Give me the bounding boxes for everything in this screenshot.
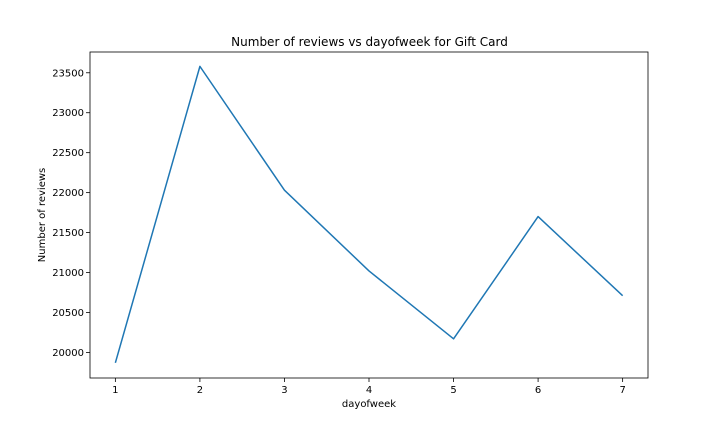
x-tick-label: 1	[112, 385, 118, 396]
chart-title: Number of reviews vs dayofweek for Gift …	[231, 35, 508, 49]
x-tick-label: 3	[281, 385, 287, 396]
x-tick-label: 7	[619, 385, 625, 396]
plot-area	[89, 51, 649, 379]
y-axis: 20000 20500 21000 21500 22000 22500 23000 23500	[52, 68, 90, 359]
y-tick-label: 22000	[52, 188, 84, 199]
y-tick-label: 22500	[52, 148, 84, 159]
y-tick-label: 23000	[52, 108, 84, 119]
y-tick-label: 20500	[52, 308, 84, 319]
x-axis: 1 2 3 4 5 6 7	[112, 378, 626, 396]
y-axis-label: Number of reviews	[37, 168, 48, 262]
series-line	[114, 65, 624, 364]
x-tick-label: 5	[450, 385, 456, 396]
plot-frame	[89, 51, 649, 379]
x-tick-label: 6	[535, 385, 541, 396]
x-axis-label: dayofweek	[342, 399, 396, 410]
x-tick-label: 4	[366, 385, 372, 396]
series-layer	[114, 65, 624, 364]
x-tick-label: 2	[197, 385, 203, 396]
y-tick-label: 21500	[52, 228, 84, 239]
y-tick-label: 21000	[52, 268, 84, 279]
y-tick-label: 23500	[52, 68, 84, 79]
y-tick-label: 20000	[52, 348, 84, 359]
